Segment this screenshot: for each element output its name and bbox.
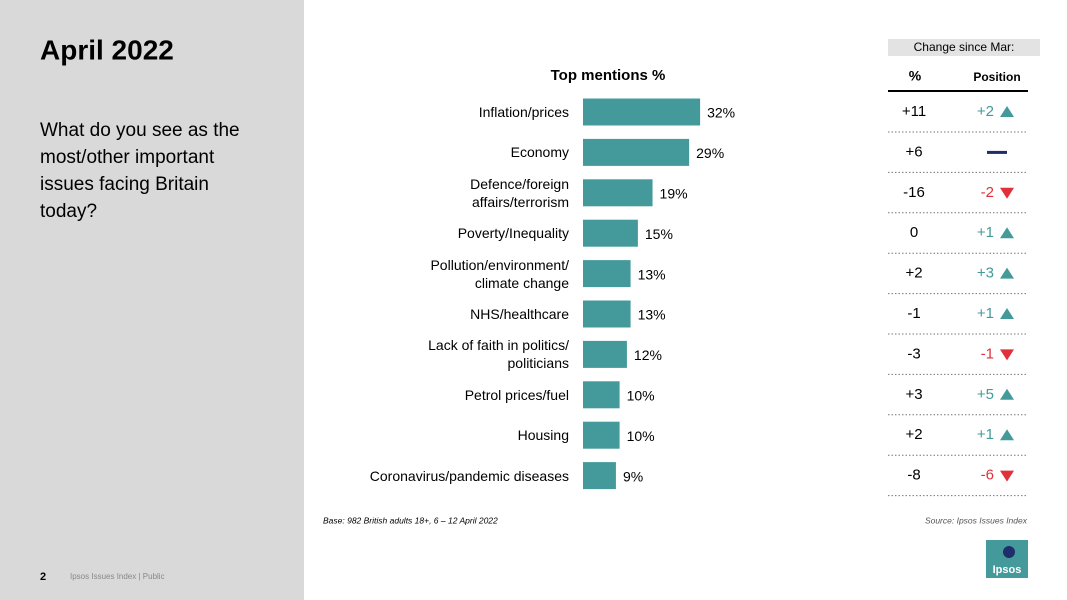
chart-title: Top mentions % bbox=[551, 67, 666, 84]
value-label: 13% bbox=[638, 307, 666, 323]
no-change-dash bbox=[987, 150, 1007, 154]
position-change: -1 bbox=[981, 345, 994, 362]
value-label: 29% bbox=[696, 145, 724, 161]
category-label: Poverty/Inequality bbox=[457, 225, 569, 242]
change-percent: -3 bbox=[907, 345, 920, 362]
base-note: Base: 982 British adults 18+, 6 – 12 Apr… bbox=[323, 515, 498, 525]
change-percent: -1 bbox=[907, 305, 920, 322]
position-change: +1 bbox=[977, 224, 994, 241]
page-number: 2 bbox=[40, 571, 46, 583]
logo-mark bbox=[1003, 546, 1015, 558]
bar bbox=[583, 138, 690, 166]
category-label: Pollution/environment/ climate change bbox=[430, 256, 569, 291]
footer: Ipsos Issues Index | Public bbox=[70, 572, 165, 581]
value-label: 13% bbox=[638, 266, 666, 282]
position-arrow bbox=[1000, 429, 1014, 441]
position-arrow bbox=[1000, 106, 1014, 117]
change-percent: +3 bbox=[905, 386, 922, 403]
position-arrow bbox=[1000, 308, 1014, 319]
change-percent: +11 bbox=[902, 103, 926, 120]
position-change: +1 bbox=[977, 305, 994, 322]
value-label: 9% bbox=[623, 468, 643, 484]
slide-title: April 2022 bbox=[40, 34, 174, 65]
bar bbox=[583, 179, 653, 207]
value-label: 19% bbox=[660, 186, 688, 202]
position-change: +5 bbox=[977, 386, 994, 403]
category-label: Inflation/prices bbox=[478, 104, 569, 120]
category-label: Economy bbox=[510, 144, 569, 161]
position-change: +1 bbox=[977, 426, 994, 443]
position-arrow bbox=[1000, 388, 1014, 400]
value-label: 12% bbox=[634, 347, 662, 363]
position-arrow bbox=[1000, 470, 1014, 482]
value-label: 15% bbox=[645, 226, 673, 242]
bar bbox=[583, 381, 620, 409]
change-percent: +2 bbox=[905, 426, 922, 443]
question: What do you see as the most/other import… bbox=[40, 120, 240, 222]
source-note: Source: Ipsos Issues Index bbox=[925, 515, 1028, 525]
logo-box bbox=[986, 540, 1028, 578]
position-change: -6 bbox=[981, 467, 994, 484]
position-arrow bbox=[1000, 267, 1014, 279]
category-label: Petrol prices/fuel bbox=[464, 386, 569, 403]
bar bbox=[583, 300, 631, 328]
change-percent: +6 bbox=[905, 143, 922, 160]
category-label: Defence/foreign affairs/terrorism bbox=[470, 175, 569, 210]
bar bbox=[583, 98, 701, 126]
category-label: Coronavirus/pandemic diseases bbox=[369, 467, 569, 484]
bar bbox=[583, 260, 631, 288]
category-label: Lack of faith in politics/ politicians bbox=[428, 337, 569, 372]
position-change: +3 bbox=[977, 265, 994, 282]
category-label: Housing bbox=[517, 427, 569, 444]
bar bbox=[583, 219, 638, 247]
bar bbox=[583, 340, 627, 368]
side-panel bbox=[0, 0, 304, 600]
position-change: +2 bbox=[977, 103, 994, 120]
change-percent: -8 bbox=[907, 467, 920, 484]
table-title-box bbox=[888, 39, 1040, 56]
change-percent: -16 bbox=[903, 184, 925, 201]
category-label: NHS/healthcare bbox=[470, 306, 569, 322]
bar bbox=[583, 462, 616, 490]
position-arrow bbox=[1000, 187, 1014, 199]
position-arrow bbox=[1000, 349, 1014, 361]
change-percent: +2 bbox=[905, 265, 922, 282]
column-header: % bbox=[909, 68, 922, 84]
table-title: Change since Mar: bbox=[914, 40, 1015, 54]
value-label: 32% bbox=[707, 105, 735, 121]
value-label: 10% bbox=[627, 388, 655, 404]
bar bbox=[583, 421, 620, 449]
column-header: Position bbox=[973, 70, 1020, 84]
change-percent: 0 bbox=[910, 224, 918, 241]
position-arrow bbox=[1000, 227, 1014, 239]
position-change: -2 bbox=[981, 184, 994, 201]
value-label: 10% bbox=[627, 428, 655, 444]
logo: Ipsos bbox=[993, 564, 1022, 576]
